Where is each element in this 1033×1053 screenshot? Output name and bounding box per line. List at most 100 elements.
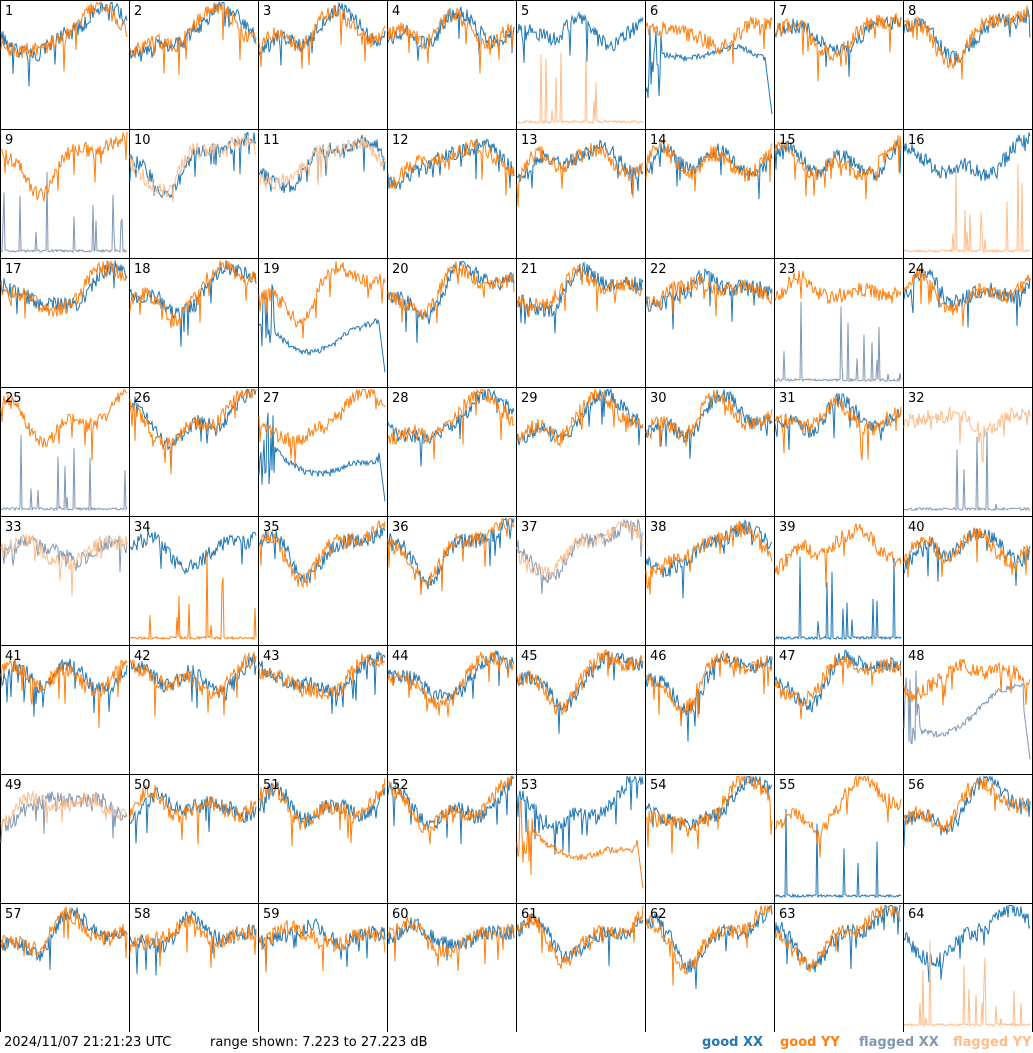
antenna-panel-61: 61 [516,903,646,1032]
panel-frame [516,516,646,646]
series-xx [0,171,128,254]
panel-frame [129,387,259,517]
panel-frame [387,774,517,904]
panel-label: 47 [779,649,796,664]
panel-label: 32 [908,391,925,406]
series-yy [0,388,128,461]
series-xx [903,8,1031,66]
series-xx [387,650,515,703]
series-xx [129,1,257,62]
series-yy [0,533,128,596]
panel-frame [387,0,517,130]
series-yy [129,651,257,717]
panel-frame [258,129,388,259]
series-yy [0,259,128,319]
panel-label: 63 [779,907,796,922]
panel-frame [774,129,904,259]
panel-frame [0,903,130,1032]
antenna-panel-56: 56 [903,774,1033,904]
antenna-panel-25: 25 [0,387,130,517]
series-yy [129,2,257,76]
panel-label: 34 [134,520,151,535]
antenna-panel-59: 59 [258,903,388,1032]
panel-frame [774,903,904,1032]
antenna-panel-39: 39 [774,516,904,646]
series-xx [258,650,386,714]
series-xx [516,651,644,734]
panel-label: 1 [5,4,13,19]
series-xx [387,389,515,467]
panel-frame [903,387,1033,517]
series-xx [774,140,902,182]
antenna-panel-40: 40 [903,516,1033,646]
antenna-panel-31: 31 [774,387,904,517]
antenna-panel-9: 9 [0,129,130,259]
antenna-panel-34: 34 [129,516,259,646]
panel-label: 30 [650,391,667,406]
series-yy [774,905,901,973]
series-xx [387,260,515,343]
antenna-panel-6: 6 [645,0,775,130]
panel-frame [903,645,1033,775]
series-xx [645,389,773,459]
series-xx [0,1,128,87]
series-yy [129,260,257,328]
panel-label: 46 [650,649,667,664]
antenna-panel-50: 50 [129,774,259,904]
series-yy [774,270,902,305]
panel-label: 19 [263,262,280,277]
panel-frame [0,645,130,775]
series-yy [387,650,515,717]
antenna-panel-30: 30 [645,387,775,517]
series-yy [0,1,128,72]
panel-frame [258,645,388,775]
panel-label: 12 [392,133,409,148]
series-yy [903,5,1031,80]
timestamp: 2024/11/07 21:21:23 UTC [4,1035,172,1050]
series-yy [903,527,1031,578]
antenna-panel-47: 47 [774,645,904,775]
panel-frame [258,774,388,904]
panel-label: 35 [263,520,280,535]
panel-label: 58 [134,907,151,922]
panel-label: 40 [908,520,925,535]
footer-bar: 2024/11/07 21:21:23 UTC range shown: 7.2… [0,1032,1033,1053]
series-yy [258,653,386,700]
series-xx [903,670,1031,760]
series-yy [516,387,644,448]
antenna-panel-43: 43 [258,645,388,775]
panel-label: 26 [134,391,151,406]
series-xx [0,791,128,843]
antenna-panel-53: 53 [516,774,646,904]
panel-label: 33 [5,520,22,535]
series-xx [516,261,644,334]
antenna-panel-17: 17 [0,258,130,388]
panel-label: 25 [5,391,22,406]
panel-frame [774,774,904,904]
panel-label: 43 [263,649,280,664]
panel-label: 11 [263,133,280,148]
panel-frame [0,516,130,646]
series-yy [258,5,386,69]
panel-frame [645,774,775,904]
panel-label: 13 [521,133,538,148]
panel-frame [258,516,388,646]
panel-label: 37 [521,520,538,535]
antenna-panel-13: 13 [516,129,646,259]
antenna-panel-44: 44 [387,645,517,775]
panel-frame [645,258,775,388]
antenna-panel-7: 7 [774,0,904,130]
panel-label: 3 [263,4,271,19]
panel-label: 21 [521,262,538,277]
series-xx [645,904,773,989]
antenna-panel-57: 57 [0,903,130,1032]
panel-label: 45 [521,649,538,664]
antenna-panel-37: 37 [516,516,646,646]
legend-good-yy: good YY [780,1035,840,1050]
panel-frame [129,645,259,775]
antenna-panel-10: 10 [129,129,259,259]
series-yy [258,137,386,191]
antenna-panel-60: 60 [387,903,517,1032]
panel-label: 14 [650,133,667,148]
